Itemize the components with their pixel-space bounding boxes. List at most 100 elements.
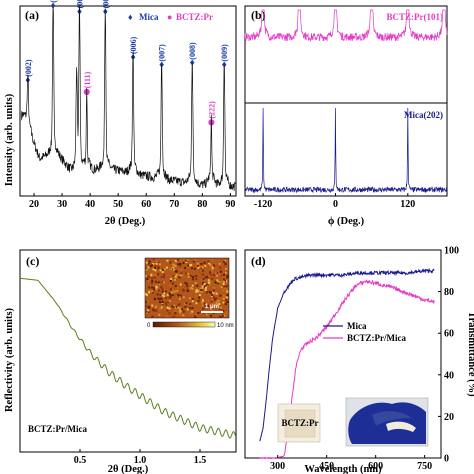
- afm-pixel: [161, 268, 164, 271]
- peak-label: (006): [129, 36, 138, 54]
- afm-pixel: [221, 314, 224, 317]
- peak-label: (009): [220, 44, 229, 62]
- panel-d-ytick-label: 100: [444, 246, 459, 257]
- photo-glove-shade: [372, 411, 412, 426]
- afm-pixel: [212, 274, 215, 276]
- afm-pixel: [179, 283, 182, 286]
- afm-pixel: [145, 300, 147, 303]
- afm-pixel: [219, 306, 222, 309]
- afm-pixel: [203, 286, 206, 288]
- afm-pixel: [182, 274, 184, 277]
- afm-pixel: [152, 268, 155, 271]
- afm-pixel: [209, 284, 212, 286]
- afm-pixel: [208, 275, 211, 278]
- afm-pixel: [171, 282, 174, 285]
- panel-c-reflectivity-curve: [20, 277, 236, 439]
- panel-b-bctz-curve: [244, 9, 448, 43]
- panel-d-tick-label: 750: [417, 461, 432, 472]
- afm-pixel: [203, 302, 206, 305]
- afm-pixel: [220, 314, 222, 317]
- afm-pixel: [208, 262, 211, 265]
- afm-pixel: [213, 264, 216, 267]
- panel-c-frame: [19, 249, 237, 453]
- afm-pixel: [146, 311, 149, 314]
- panel-a-tick-label: 60: [141, 199, 151, 210]
- afm-pixel: [223, 287, 226, 290]
- afm-pixel: [171, 292, 174, 295]
- afm-pixel: [209, 264, 212, 267]
- afm-pixel: [212, 295, 215, 298]
- afm-colorbar-min: 0: [147, 323, 151, 329]
- afm-pixel: [200, 262, 203, 265]
- photo-sample-film: [284, 409, 316, 438]
- afm-pixel: [192, 260, 195, 263]
- panel-d-label: (d): [251, 254, 266, 268]
- panel-d-mica-curve: [259, 267, 435, 442]
- afm-pixel: [201, 304, 204, 307]
- afm-pixel: [202, 278, 205, 281]
- afm-pixel: [160, 306, 163, 309]
- afm-scalebar-label: 1 μm: [205, 304, 219, 310]
- afm-pixel: [157, 273, 160, 276]
- afm-pixel: [211, 302, 214, 305]
- afm-pixel: [147, 311, 150, 313]
- afm-pixel: [201, 285, 204, 288]
- panel-a-legend: ♦ Mica ● BCTZ:Pr: [128, 12, 213, 22]
- afm-pixel: [163, 295, 166, 298]
- afm-pixel: [223, 261, 226, 263]
- panel-b-x-ticks: -120 0 120: [254, 193, 415, 210]
- afm-pixel: [210, 291, 213, 294]
- panel-d-tick-label: 300: [270, 461, 285, 472]
- afm-pixel: [164, 301, 167, 304]
- afm-pixel: [200, 287, 203, 290]
- afm-pixel: [159, 308, 161, 311]
- afm-pixel: [178, 297, 181, 300]
- afm-pixel: [186, 290, 189, 292]
- legend-bctz-text: BCTZ:Pr/Mica: [347, 333, 406, 343]
- legend-mica-label: Mica: [139, 12, 159, 22]
- afm-pixel: [199, 288, 201, 291]
- afm-pixel: [148, 262, 151, 265]
- afm-pixel: [211, 265, 214, 268]
- afm-pixel: [205, 284, 208, 286]
- afm-pixel: [148, 290, 151, 293]
- afm-pixel: [192, 275, 195, 278]
- afm-pixel: [222, 301, 225, 304]
- afm-pixel: [182, 314, 185, 317]
- afm-pixel: [200, 289, 203, 291]
- afm-pixel: [145, 274, 148, 277]
- afm-pixel: [194, 282, 197, 284]
- afm-pixel: [185, 282, 188, 285]
- afm-pixel: [156, 293, 159, 296]
- afm-pixel: [160, 286, 163, 288]
- afm-pixel: [213, 282, 216, 285]
- afm-pixel: [210, 314, 213, 317]
- peak-marker: ♦: [189, 59, 196, 68]
- afm-pixel: [187, 264, 190, 267]
- afm-pixel: [179, 294, 182, 297]
- afm-pixel: [185, 261, 188, 263]
- panel-d-ytick-label: 40: [444, 370, 454, 381]
- afm-pixel: [180, 260, 183, 263]
- afm-pixel: [220, 281, 223, 284]
- afm-pixel: [163, 292, 166, 295]
- afm-pixel: [212, 292, 215, 295]
- afm-pixel: [177, 293, 180, 296]
- afm-pixel: [184, 305, 187, 308]
- panel-c-tick-label: 0.5: [74, 455, 87, 466]
- afm-pixel: [172, 315, 175, 318]
- afm-pixel: [185, 259, 187, 262]
- afm-pixel: [155, 280, 157, 283]
- panel-c-tick-label: 1.5: [194, 455, 207, 466]
- afm-pixel: [210, 298, 213, 301]
- afm-pixel: [218, 281, 221, 283]
- afm-pixel: [198, 297, 201, 300]
- afm-pixel: [226, 284, 229, 287]
- afm-pixel: [224, 262, 227, 265]
- afm-pixel: [161, 290, 164, 293]
- afm-pixel: [191, 300, 194, 303]
- afm-pixel: [200, 290, 203, 293]
- afm-pixel: [212, 286, 215, 289]
- afm-pixel: [224, 303, 227, 306]
